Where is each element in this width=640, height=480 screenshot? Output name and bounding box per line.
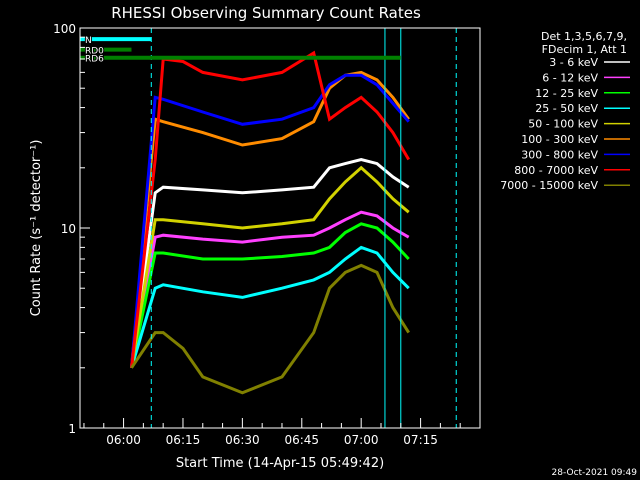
x-tick-label: 06:30 <box>225 433 260 447</box>
legend-entry-label: 3 - 6 keV <box>549 56 598 69</box>
series-line-7 <box>130 73 410 368</box>
x-tick-label: 07:00 <box>344 433 379 447</box>
series-line-2 <box>130 210 410 369</box>
series-line-9 <box>130 263 410 395</box>
chart-title: RHESSI Observing Summary Count Rates <box>111 4 421 22</box>
legend-entry-label: 6 - 12 keV <box>542 71 598 84</box>
legend: Det 1,3,5,6,7,9,FDecim 1, Att 13 - 6 keV… <box>500 30 630 192</box>
x-tick-label: 06:00 <box>106 433 141 447</box>
legend-entry-label: 50 - 100 keV <box>528 118 598 131</box>
legend-header-line: FDecim 1, Att 1 <box>542 43 627 56</box>
x-tick-label: 07:15 <box>403 433 438 447</box>
legend-entry-label: 100 - 300 keV <box>521 133 598 146</box>
series-line-6 <box>130 70 410 368</box>
flag-label-n: N <box>85 36 92 46</box>
flag-label-rd0: RD0 <box>85 47 104 57</box>
axis-layer: 06:00 06:15 06:30 06:45 07:00 07:15 1 10 100 <box>53 22 461 447</box>
legend-entry-label: 12 - 25 keV <box>535 87 598 100</box>
legend-entry-label: 800 - 7000 keV <box>514 164 598 177</box>
y-tick-label: 100 <box>53 22 76 36</box>
series-line-3 <box>130 222 410 369</box>
y-tick-label: 10 <box>61 222 76 236</box>
flag-label-rd6: RD6 <box>85 55 104 65</box>
x-tick-label: 06:15 <box>166 433 201 447</box>
x-axis-title: Start Time (14-Apr-15 05:49:42) <box>176 456 384 471</box>
y-tick-label: 1 <box>68 422 76 436</box>
series-line-4 <box>130 245 410 369</box>
legend-header-line: Det 1,3,5,6,7,9, <box>541 30 627 43</box>
plot-timestamp: 28-Oct-2021 09:49 <box>552 468 638 478</box>
y-axis-title: Count Rate (s⁻¹ detector⁻¹) <box>29 140 44 317</box>
legend-entry-label: 300 - 800 keV <box>521 148 598 161</box>
x-tick-label: 06:45 <box>284 433 319 447</box>
series-line-1 <box>130 157 410 369</box>
series-line-5 <box>130 165 410 369</box>
legend-entry-label: 7000 - 15000 keV <box>500 179 598 192</box>
legend-entry-label: 25 - 50 keV <box>535 102 598 115</box>
